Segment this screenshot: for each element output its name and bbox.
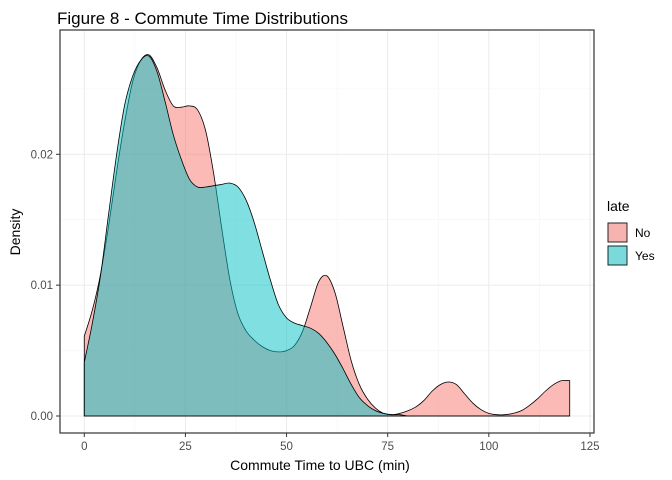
x-tick-label: 0	[81, 441, 87, 453]
y-tick-label: 0.01	[31, 280, 53, 292]
legend-title: late	[607, 198, 630, 214]
x-axis-ticks: 0 25 50 75 100 125	[81, 433, 600, 453]
y-tick-label: 0.00	[31, 411, 53, 423]
legend: late No Yes	[607, 198, 655, 266]
x-tick-label: 75	[381, 441, 394, 453]
x-tick-label: 100	[479, 441, 498, 453]
y-tick-label: 0.02	[31, 149, 53, 161]
x-tick-label: 125	[580, 441, 599, 453]
y-axis-title: Density	[7, 209, 23, 256]
legend-swatch-yes	[607, 245, 628, 266]
legend-label-no: No	[635, 226, 651, 240]
legend-items: No Yes	[607, 222, 655, 266]
density-areas	[83, 54, 571, 417]
y-axis-ticks: 0.00 0.01 0.02	[31, 149, 60, 423]
legend-label-yes: Yes	[635, 249, 655, 263]
chart-title: Figure 8 - Commute Time Distributions	[57, 9, 348, 28]
density-area-yes	[83, 55, 570, 417]
x-axis-title: Commute Time to UBC (min)	[230, 457, 410, 473]
x-tick-label: 25	[179, 441, 192, 453]
panel-border	[59, 29, 595, 434]
legend-swatch-no	[607, 222, 628, 243]
x-tick-label: 50	[280, 441, 293, 453]
